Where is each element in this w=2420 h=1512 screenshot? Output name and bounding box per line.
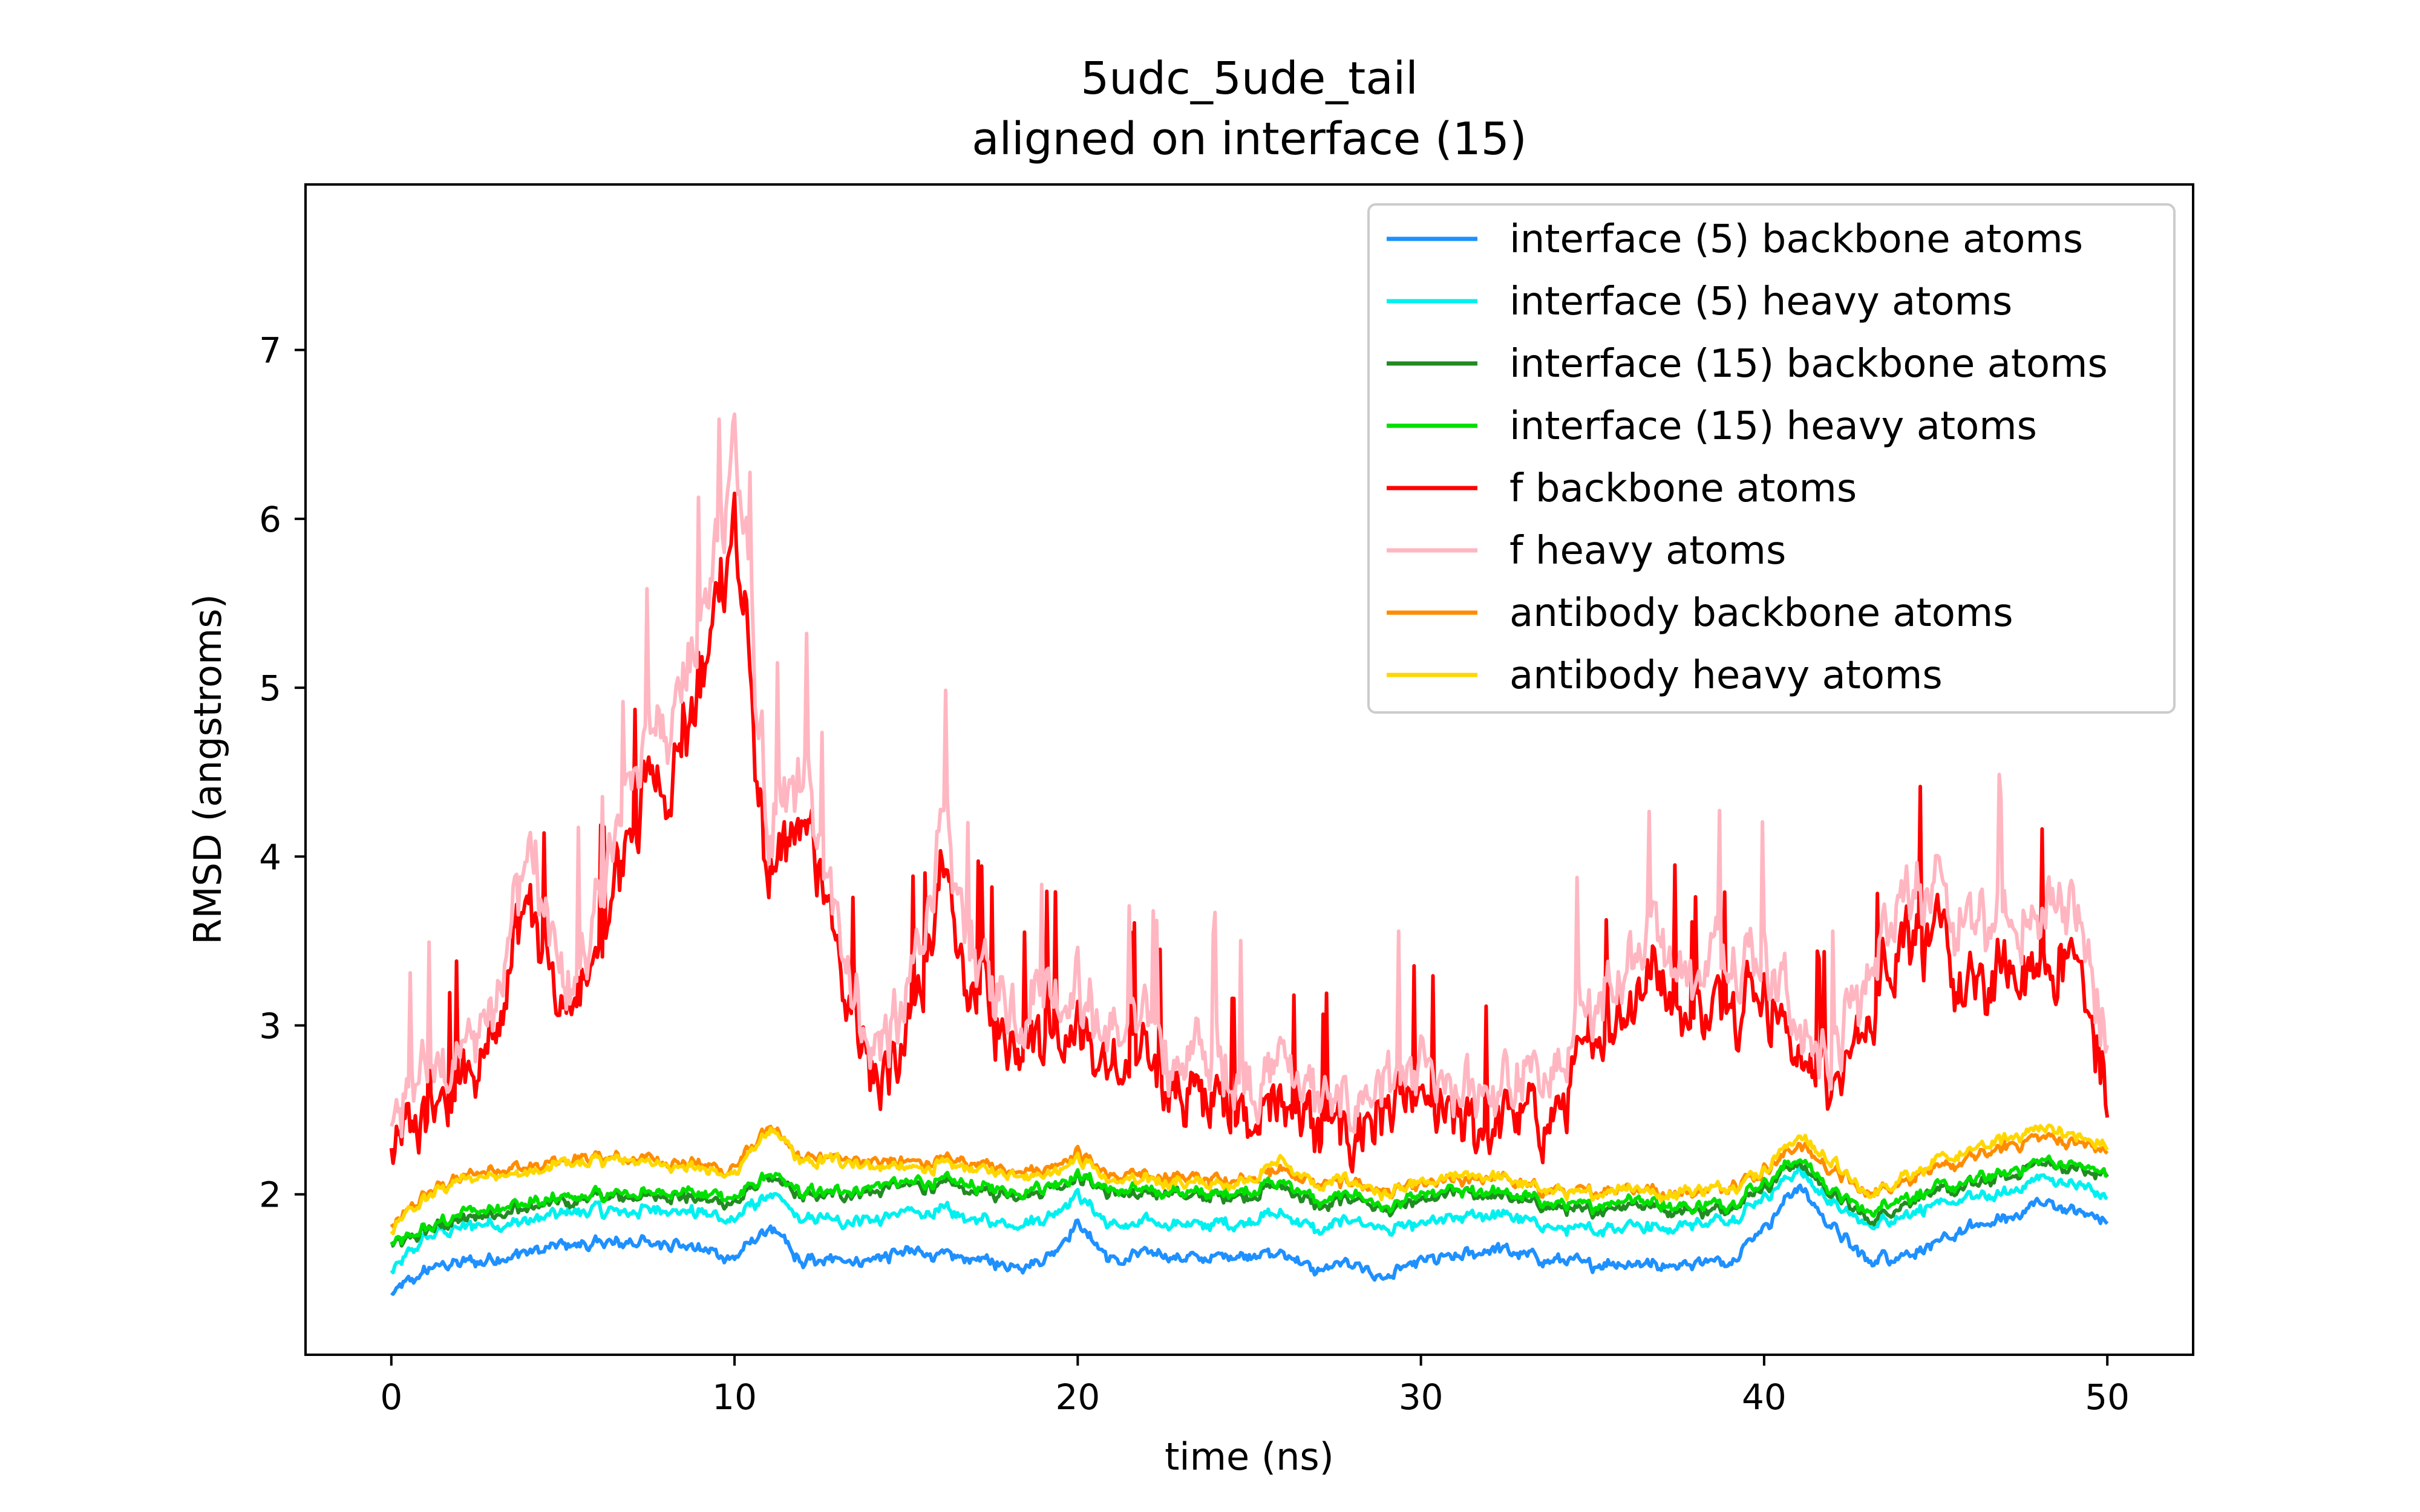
legend-label: interface (5) heavy atoms [1509,279,2012,324]
legend-label: interface (15) backbone atoms [1509,342,2108,386]
series-line-8 [390,1123,2109,1236]
x-tick-label: 20 [1055,1377,1100,1418]
y-axis-label: RMSD (angstroms) [186,594,230,945]
x-tick-label: 30 [1399,1377,1444,1418]
x-axis-ticks: 0 10 20 30 40 50 [380,1355,2130,1418]
y-tick-label: 2 [259,1175,281,1216]
chart-title: 5udc_5ude_tail [1081,53,1418,105]
legend-label: antibody backbone atoms [1509,591,2013,636]
legend-label: f heavy atoms [1509,529,1786,573]
plot-frame [304,183,2194,1356]
x-tick-label: 10 [712,1377,757,1418]
series-line-4 [390,1154,2108,1246]
x-tick-label: 50 [2085,1377,2130,1418]
series-layer [389,412,2110,1296]
legend-items: interface (5) backbone atoms interface (5… [1387,217,2108,698]
y-tick-label: 3 [259,1006,281,1047]
legend-label: f backbone atoms [1509,466,1857,511]
legend-label: interface (15) heavy atoms [1509,404,2037,449]
y-tick-label: 7 [259,330,281,371]
x-tick-label: 0 [380,1377,402,1418]
legend-label: antibody heavy atoms [1509,653,1943,698]
chart-subtitle: aligned on interface (15) [972,113,1527,165]
series-line-1 [390,1183,2109,1296]
y-axis-ticks: 2 3 4 5 6 7 [259,330,306,1216]
x-axis-label: time (ns) [1165,1435,1334,1479]
series-line-6 [389,412,2110,1139]
legend: interface (5) backbone atoms interface (5… [1367,203,2176,714]
legend-box [1367,203,2176,714]
y-tick-label: 4 [259,836,281,878]
x-tick-label: 40 [1742,1377,1787,1418]
y-tick-label: 6 [259,499,281,540]
series-line-2 [390,1164,2108,1274]
y-tick-label: 5 [259,668,281,709]
legend-label: interface (5) backbone atoms [1509,217,2083,262]
